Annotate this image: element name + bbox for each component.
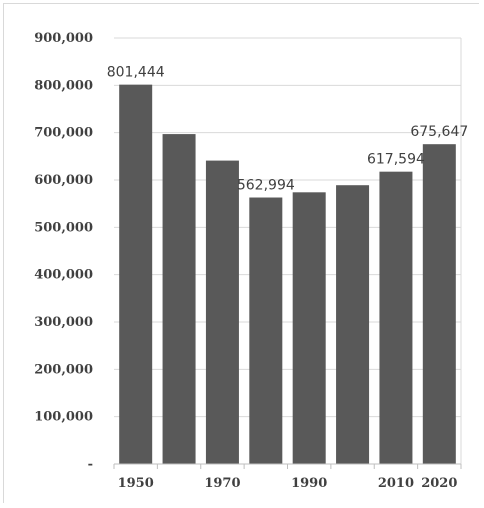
bar [292,192,326,464]
bar [205,160,239,465]
data-label: 801,444 [107,65,165,81]
x-tick-label: 2020 [421,476,457,491]
y-tick-label: 500,000 [34,220,93,235]
x-axis-ticks: 1950 1970 1990 2010 2020 [113,463,462,491]
data-label: 617,594 [367,152,425,168]
y-tick-label: - [88,457,93,472]
bar [119,84,153,464]
bar [249,197,283,464]
x-tick-label: 1950 [118,476,154,491]
x-tick-label: 2010 [378,476,414,491]
x-tick-label: 1990 [291,476,327,491]
data-label: 562,994 [237,178,295,194]
data-labels: 801,444 562,994 617,594 675,647 [107,65,469,194]
y-tick-label: 400,000 [34,268,93,283]
bar [336,185,370,464]
y-tick-label: 700,000 [34,126,93,141]
y-tick-label: 800,000 [34,78,93,93]
y-axis-ticks: - 100,000 200,000 300,000 400,000 500,000 600,… [34,31,93,472]
y-tick-label: 600,000 [34,173,93,188]
y-tick-label: 300,000 [34,315,93,330]
y-tick-label: 200,000 [34,362,93,377]
x-tick-label: 1970 [204,476,240,491]
bar [162,134,196,464]
y-tick-label: 100,000 [34,410,93,425]
bars [119,84,456,465]
bar [422,144,456,464]
bar [379,171,413,464]
data-label: 675,647 [410,124,468,140]
y-tick-label: 900,000 [34,31,93,46]
